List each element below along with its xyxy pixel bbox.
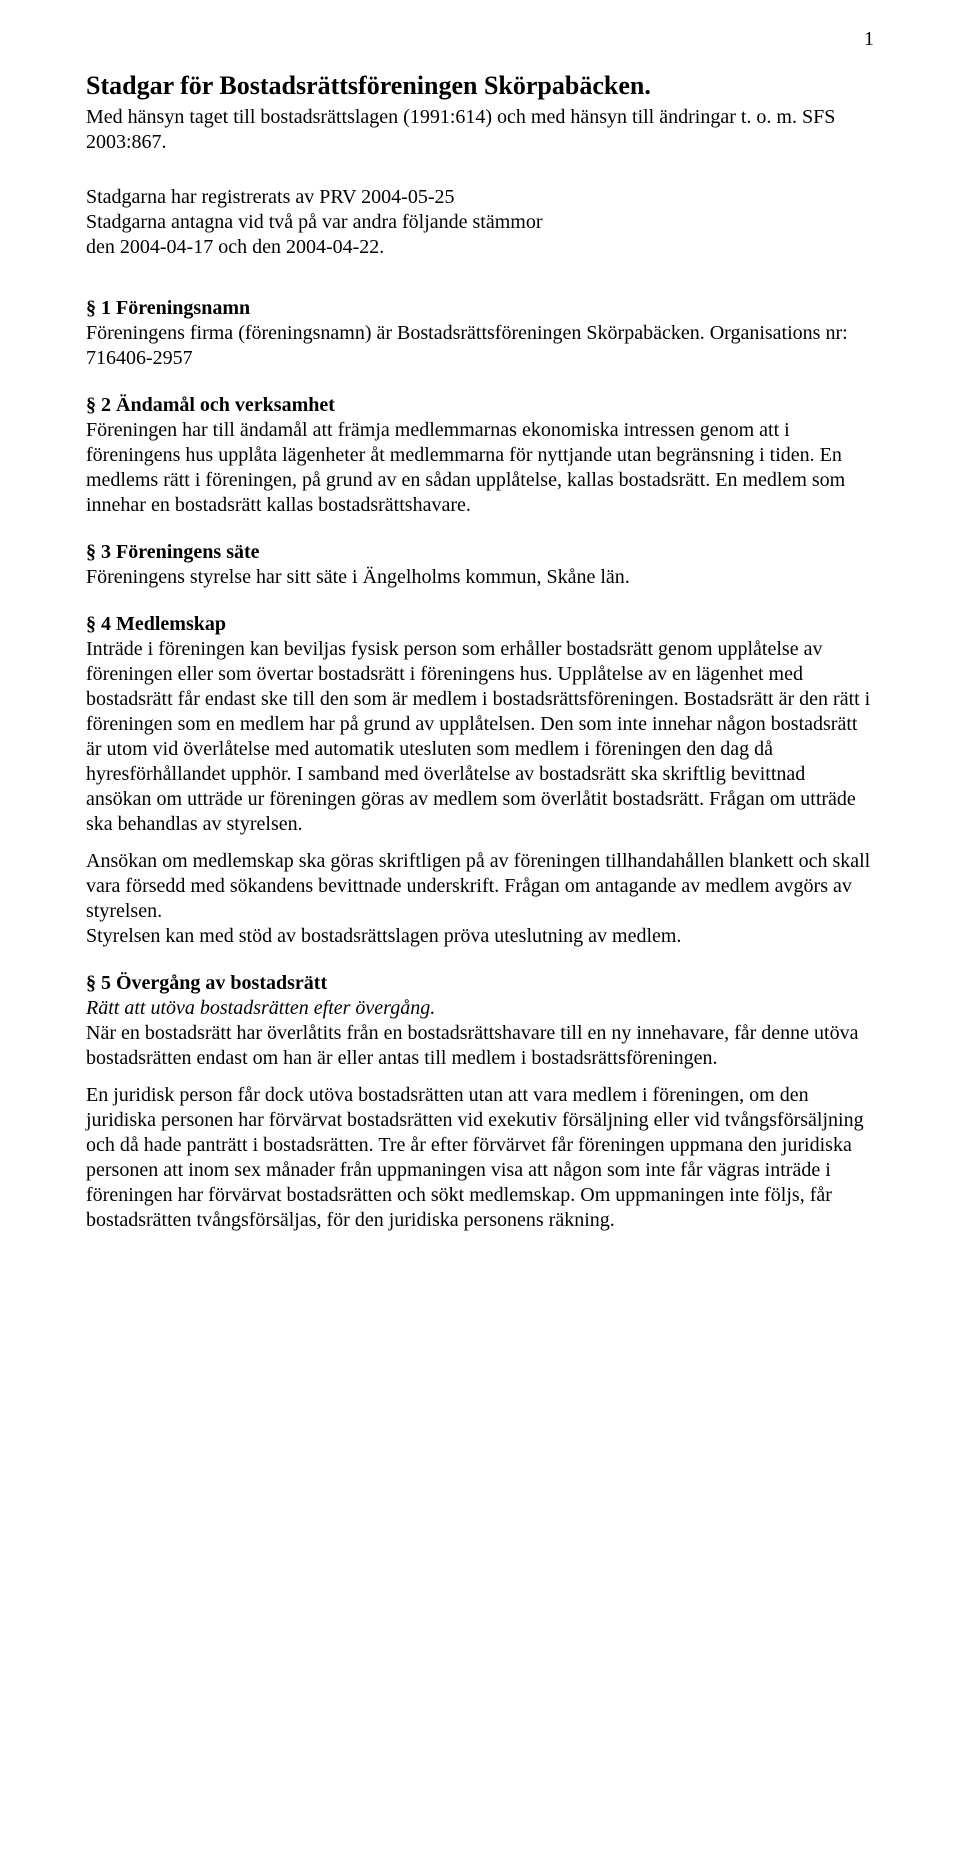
- document-page: 1 Stadgar för Bostadsrättsföreningen Skö…: [0, 0, 960, 1315]
- section-1: § 1 Föreningsnamn Föreningens firma (för…: [86, 296, 874, 371]
- document-title: Stadgar för Bostadsrättsföreningen Skörp…: [86, 70, 874, 103]
- section-body-extra: Ansökan om medlemskap ska göras skriftli…: [86, 849, 874, 949]
- section-heading: § 1 Föreningsnamn: [86, 296, 874, 321]
- section-body: När en bostadsrätt har överlåtits från e…: [86, 1021, 874, 1071]
- section-2: § 2 Ändamål och verksamhet Föreningen ha…: [86, 393, 874, 518]
- section-body: Föreningens styrelse har sitt säte i Äng…: [86, 565, 874, 590]
- page-number: 1: [864, 28, 874, 51]
- section-body: Föreningens firma (föreningsnamn) är Bos…: [86, 321, 874, 371]
- section-subhead-italic: Rätt att utöva bostadsrätten efter överg…: [86, 996, 874, 1021]
- section-3: § 3 Föreningens säte Föreningens styrels…: [86, 540, 874, 590]
- intro-paragraph: Stadgarna har registrerats av PRV 2004-0…: [86, 185, 874, 260]
- section-body: Föreningen har till ändamål att främja m…: [86, 418, 874, 518]
- document-subtitle: Med hänsyn taget till bostadsrättslagen …: [86, 105, 874, 155]
- section-heading: § 2 Ändamål och verksamhet: [86, 393, 874, 418]
- section-heading: § 5 Övergång av bostadsrätt: [86, 971, 874, 996]
- section-heading: § 4 Medlemskap: [86, 612, 874, 637]
- section-heading: § 3 Föreningens säte: [86, 540, 874, 565]
- section-4: § 4 Medlemskap Inträde i föreningen kan …: [86, 612, 874, 949]
- section-5: § 5 Övergång av bostadsrätt Rätt att utö…: [86, 971, 874, 1233]
- section-body: Inträde i föreningen kan beviljas fysisk…: [86, 637, 874, 837]
- section-body-extra: En juridisk person får dock utöva bostad…: [86, 1083, 874, 1233]
